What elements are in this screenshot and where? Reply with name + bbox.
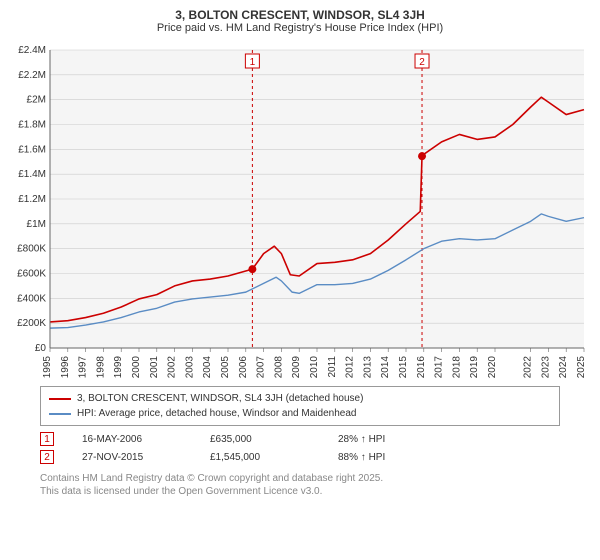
svg-text:2004: 2004 bbox=[202, 356, 213, 379]
svg-text:2002: 2002 bbox=[167, 356, 178, 379]
footer-line: Contains HM Land Registry data © Crown c… bbox=[40, 472, 560, 485]
svg-text:1996: 1996 bbox=[60, 356, 71, 379]
tx-date: 27-NOV-2015 bbox=[82, 452, 182, 463]
svg-text:2019: 2019 bbox=[469, 356, 480, 379]
svg-text:2018: 2018 bbox=[451, 356, 462, 379]
svg-text:£2.2M: £2.2M bbox=[18, 70, 46, 81]
legend-label: HPI: Average price, detached house, Wind… bbox=[77, 406, 356, 421]
legend-swatch bbox=[49, 398, 71, 400]
title-block: 3, BOLTON CRESCENT, WINDSOR, SL4 3JH Pri… bbox=[8, 8, 592, 34]
svg-text:£0: £0 bbox=[35, 343, 47, 354]
legend-swatch bbox=[49, 413, 71, 415]
svg-text:2008: 2008 bbox=[273, 356, 284, 379]
title-main: 3, BOLTON CRESCENT, WINDSOR, SL4 3JH bbox=[8, 8, 592, 22]
svg-text:2015: 2015 bbox=[398, 356, 409, 379]
svg-text:2020: 2020 bbox=[487, 356, 498, 379]
svg-text:1995: 1995 bbox=[42, 356, 53, 379]
tx-hpi: 28% ↑ HPI bbox=[338, 434, 438, 445]
tx-hpi: 88% ↑ HPI bbox=[338, 452, 438, 463]
chart: £0 £200K £400K £600K £800K £1M £1.2M £1.4M £1.6M… bbox=[8, 40, 592, 380]
svg-text:2017: 2017 bbox=[434, 356, 445, 379]
svg-text:2013: 2013 bbox=[362, 356, 373, 379]
svg-text:2: 2 bbox=[419, 57, 425, 68]
title-sub: Price paid vs. HM Land Registry's House … bbox=[8, 22, 592, 34]
svg-text:2011: 2011 bbox=[327, 356, 338, 378]
svg-text:2025: 2025 bbox=[576, 356, 587, 379]
svg-text:1: 1 bbox=[250, 57, 256, 68]
svg-text:2016: 2016 bbox=[416, 356, 427, 379]
svg-text:£1M: £1M bbox=[27, 219, 46, 230]
svg-text:£200K: £200K bbox=[17, 318, 46, 329]
svg-text:2023: 2023 bbox=[540, 356, 551, 379]
svg-text:£600K: £600K bbox=[17, 269, 46, 280]
svg-text:£2.4M: £2.4M bbox=[18, 45, 46, 56]
svg-text:2000: 2000 bbox=[131, 356, 142, 379]
tx-badge: 1 bbox=[40, 432, 54, 446]
svg-text:£1.8M: £1.8M bbox=[18, 120, 46, 131]
svg-text:£1.4M: £1.4M bbox=[18, 169, 46, 180]
svg-text:2010: 2010 bbox=[309, 356, 320, 379]
svg-text:£2M: £2M bbox=[27, 95, 46, 106]
svg-text:1998: 1998 bbox=[95, 356, 106, 379]
transaction-row: 1 16-MAY-2006 £635,000 28% ↑ HPI bbox=[40, 432, 560, 446]
svg-text:2022: 2022 bbox=[523, 356, 534, 379]
svg-text:2012: 2012 bbox=[345, 356, 356, 379]
legend-item: 3, BOLTON CRESCENT, WINDSOR, SL4 3JH (de… bbox=[49, 391, 551, 406]
svg-text:2001: 2001 bbox=[149, 356, 160, 379]
tx-price: £1,545,000 bbox=[210, 452, 310, 463]
svg-text:2024: 2024 bbox=[558, 356, 569, 379]
tx-date: 16-MAY-2006 bbox=[82, 434, 182, 445]
svg-text:2014: 2014 bbox=[380, 356, 391, 379]
svg-text:2003: 2003 bbox=[184, 356, 195, 379]
tx-badge: 2 bbox=[40, 450, 54, 464]
footer-line: This data is licensed under the Open Gov… bbox=[40, 485, 560, 498]
svg-text:£400K: £400K bbox=[17, 293, 46, 304]
transaction-row: 2 27-NOV-2015 £1,545,000 88% ↑ HPI bbox=[40, 450, 560, 464]
svg-text:1997: 1997 bbox=[78, 356, 89, 379]
svg-text:£1.2M: £1.2M bbox=[18, 194, 46, 205]
chart-svg: £0 £200K £400K £600K £800K £1M £1.2M £1.4M £1.6M… bbox=[8, 40, 592, 380]
svg-text:2007: 2007 bbox=[256, 356, 267, 379]
footer: Contains HM Land Registry data © Crown c… bbox=[40, 472, 560, 498]
svg-text:£800K: £800K bbox=[17, 244, 46, 255]
legend: 3, BOLTON CRESCENT, WINDSOR, SL4 3JH (de… bbox=[40, 386, 560, 426]
svg-text:2005: 2005 bbox=[220, 356, 231, 379]
svg-text:1999: 1999 bbox=[113, 356, 124, 379]
svg-text:2006: 2006 bbox=[238, 356, 249, 379]
tx-price: £635,000 bbox=[210, 434, 310, 445]
legend-item: HPI: Average price, detached house, Wind… bbox=[49, 406, 551, 421]
transactions: 1 16-MAY-2006 £635,000 28% ↑ HPI 2 27-NO… bbox=[40, 432, 560, 464]
svg-text:£1.6M: £1.6M bbox=[18, 144, 46, 155]
svg-text:2009: 2009 bbox=[291, 356, 302, 379]
legend-label: 3, BOLTON CRESCENT, WINDSOR, SL4 3JH (de… bbox=[77, 391, 363, 406]
